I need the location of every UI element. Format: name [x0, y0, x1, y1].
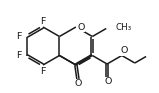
Text: O: O: [104, 77, 112, 86]
Text: CH₃: CH₃: [115, 23, 131, 32]
Text: F: F: [40, 16, 46, 25]
Text: F: F: [16, 32, 21, 41]
Text: F: F: [16, 51, 21, 60]
Text: O: O: [120, 46, 128, 55]
Text: O: O: [74, 80, 82, 89]
Text: F: F: [40, 66, 46, 76]
Text: O: O: [77, 23, 85, 32]
